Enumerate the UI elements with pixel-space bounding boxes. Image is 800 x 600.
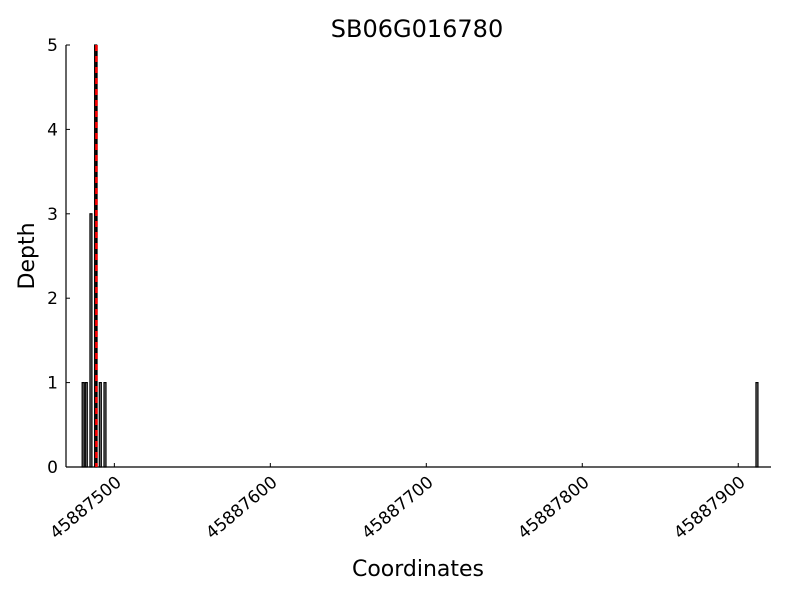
x-tick-label: 45887600 [202,473,281,544]
x-tick-label: 45887500 [46,473,125,544]
y-tick-label: 0 [47,458,58,478]
bar [98,382,102,468]
bar [103,382,107,468]
y-tick-label: 3 [47,205,58,225]
y-axis-label: Depth [15,222,40,289]
bar [81,382,85,468]
bar [89,213,93,468]
y-tick-label: 5 [47,36,58,56]
y-tick-label: 2 [47,289,58,309]
x-tick-label: 45887800 [514,473,593,544]
bar [755,382,759,468]
y-tick-label: 4 [47,120,58,140]
chart-title: SB06G016780 [331,15,503,43]
x-axis-label: Coordinates [352,557,484,582]
x-tick-label: 45887900 [670,473,749,544]
y-tick-label: 1 [47,374,58,394]
bar [84,382,88,468]
x-tick-label: 45887700 [358,473,437,544]
